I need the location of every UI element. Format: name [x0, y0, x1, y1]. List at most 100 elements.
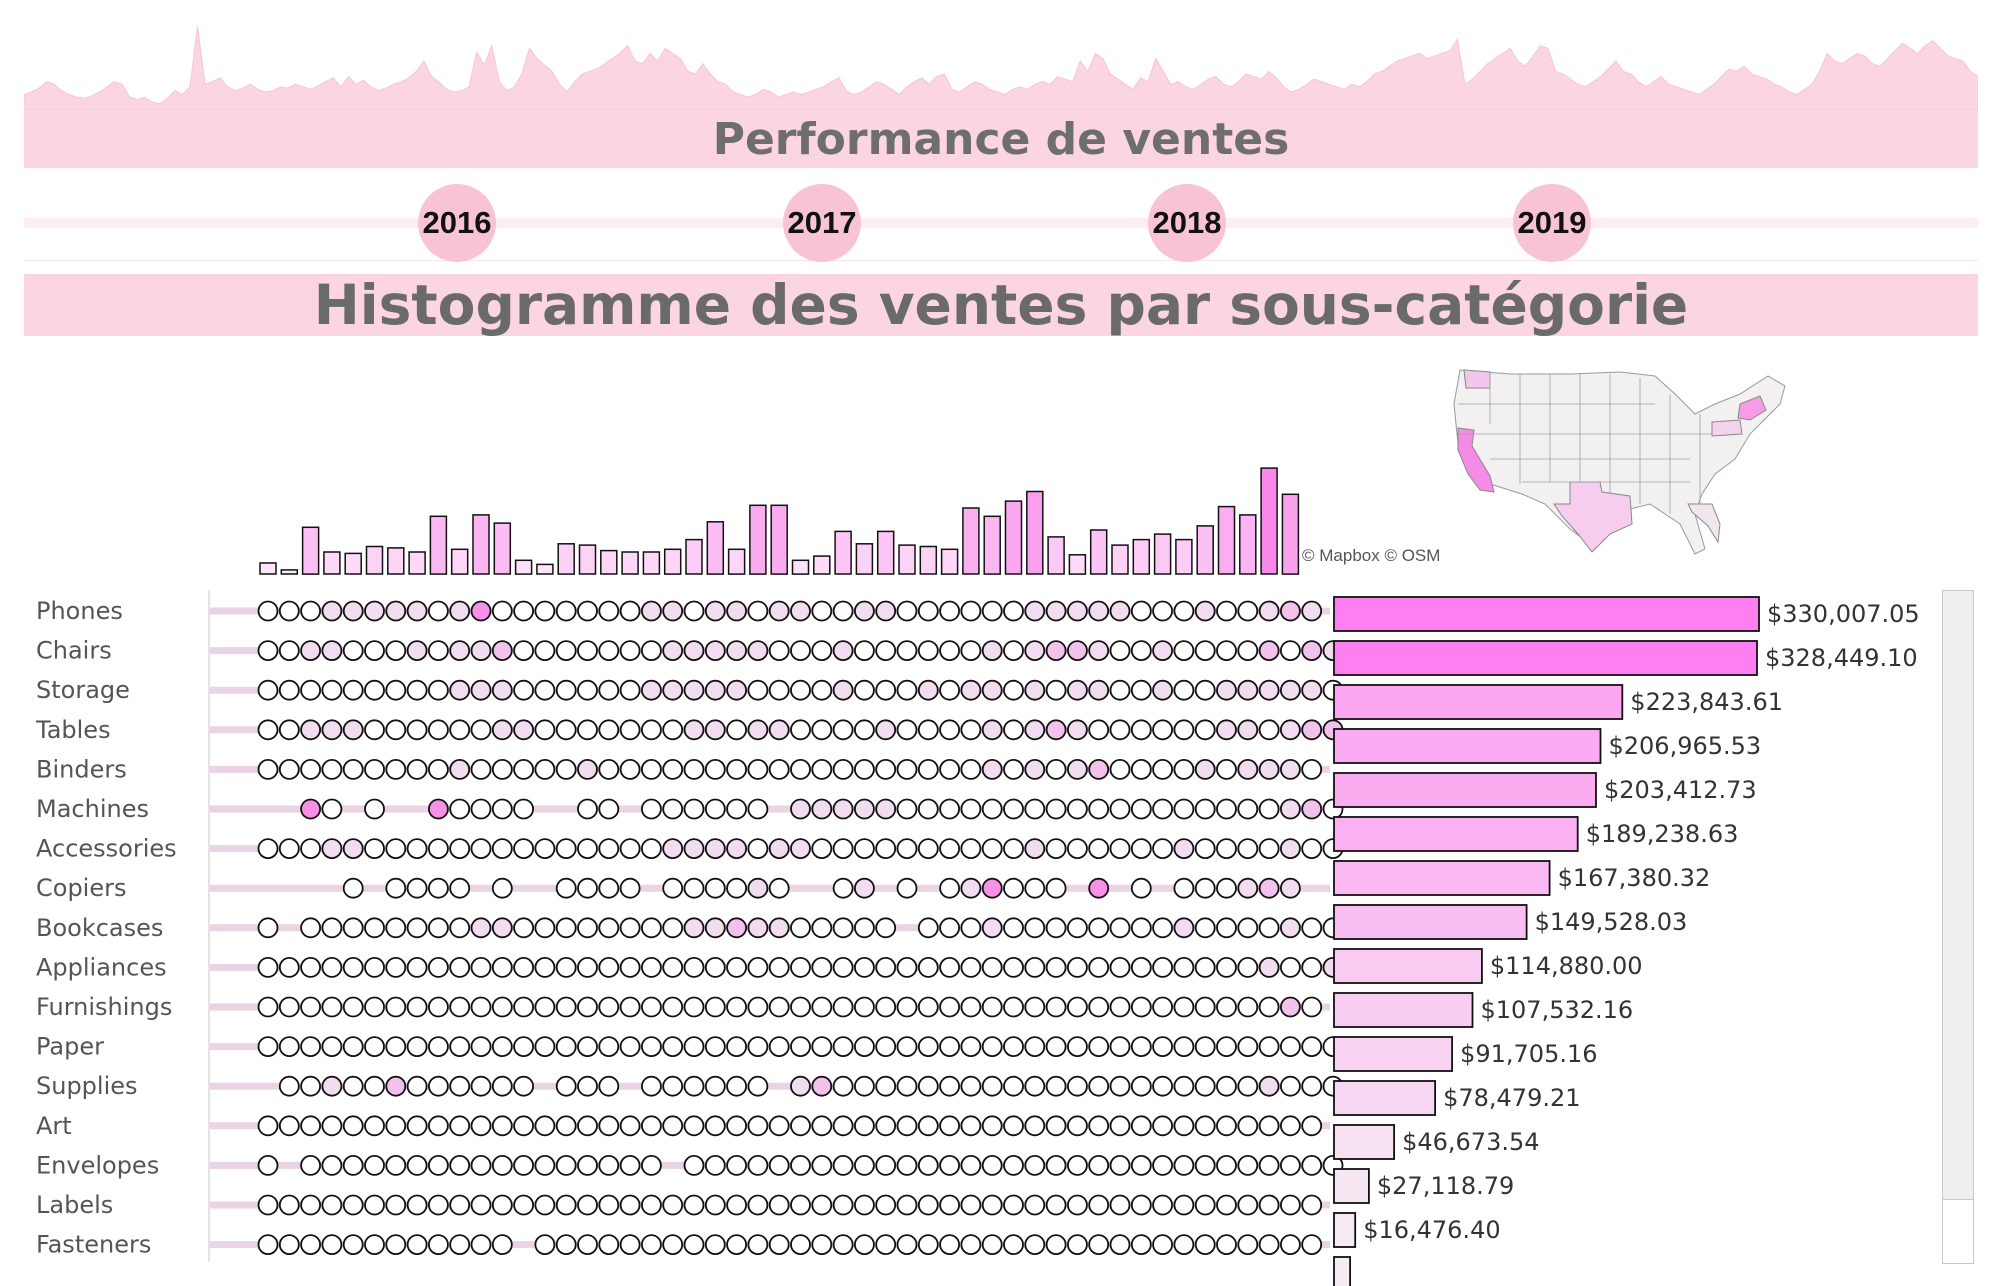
month-sales-dot[interactable]	[1045, 996, 1067, 1018]
month-sales-dot[interactable]	[939, 1036, 960, 1057]
month-sales-dot[interactable]	[364, 798, 385, 820]
month-sales-dot[interactable]	[491, 679, 513, 701]
monthly-sales-bar[interactable]	[983, 515, 1001, 575]
month-sales-dot[interactable]	[555, 1115, 577, 1137]
monthly-sales-bar[interactable]	[940, 548, 959, 575]
month-sales-dot[interactable]	[1194, 1194, 1216, 1216]
month-sales-dot[interactable]	[960, 957, 982, 978]
month-sales-dot[interactable]	[790, 996, 811, 1018]
month-sales-dot[interactable]	[1152, 996, 1173, 1018]
month-sales-dot[interactable]	[321, 838, 343, 859]
month-sales-dot[interactable]	[854, 877, 875, 899]
month-sales-dot[interactable]	[364, 600, 385, 622]
month-sales-dot[interactable]	[1216, 1115, 1237, 1137]
month-sales-dot[interactable]	[278, 1115, 300, 1137]
month-sales-dot[interactable]	[747, 877, 769, 899]
month-sales-dot[interactable]	[960, 996, 982, 1018]
subcategory-sales-bar[interactable]	[1333, 904, 1528, 940]
month-sales-dot[interactable]	[321, 1155, 343, 1176]
month-sales-dot[interactable]	[491, 838, 513, 859]
month-sales-dot[interactable]	[491, 759, 513, 780]
month-sales-dot[interactable]	[1280, 798, 1301, 820]
month-sales-dot[interactable]	[257, 600, 279, 622]
month-sales-dot[interactable]	[470, 1194, 492, 1216]
month-sales-dot[interactable]	[854, 957, 875, 978]
month-sales-dot[interactable]	[1088, 679, 1110, 701]
us-states-map[interactable]	[1450, 364, 1820, 564]
month-sales-dot[interactable]	[1216, 1194, 1237, 1216]
month-sales-dot[interactable]	[577, 679, 598, 701]
monthly-sales-bar[interactable]	[855, 543, 874, 575]
month-sales-dot[interactable]	[1258, 877, 1280, 899]
month-sales-dot[interactable]	[981, 917, 1003, 939]
month-sales-dot[interactable]	[1003, 1075, 1024, 1097]
month-sales-dot[interactable]	[470, 600, 492, 622]
month-sales-dot[interactable]	[1280, 1194, 1301, 1216]
monthly-sales-bar[interactable]	[1196, 525, 1214, 575]
month-sales-dot[interactable]	[683, 1036, 705, 1057]
month-sales-dot[interactable]	[1003, 1155, 1024, 1176]
monthly-sales-bar[interactable]	[1153, 533, 1172, 575]
month-sales-dot[interactable]	[726, 1036, 747, 1057]
month-sales-dot[interactable]	[641, 957, 662, 978]
month-sales-dot[interactable]	[427, 679, 449, 701]
month-sales-dot[interactable]	[364, 838, 385, 859]
subcategory-sales-bar[interactable]	[1333, 1080, 1436, 1116]
monthly-sales-bar[interactable]	[1281, 493, 1300, 575]
month-sales-dot[interactable]	[1152, 957, 1173, 978]
month-sales-dot[interactable]	[1194, 1075, 1216, 1097]
month-sales-dot[interactable]	[342, 759, 364, 780]
month-sales-dot[interactable]	[981, 759, 1003, 780]
month-sales-dot[interactable]	[321, 679, 343, 701]
month-sales-dot[interactable]	[406, 917, 428, 939]
month-sales-dot[interactable]	[747, 1194, 769, 1216]
month-sales-dot[interactable]	[1130, 917, 1152, 939]
month-sales-dot[interactable]	[1301, 679, 1323, 701]
month-sales-dot[interactable]	[1024, 640, 1046, 661]
month-sales-dot[interactable]	[321, 759, 343, 780]
month-sales-dot[interactable]	[875, 838, 897, 859]
month-sales-dot[interactable]	[896, 1075, 918, 1097]
month-sales-dot[interactable]	[1194, 1036, 1216, 1057]
month-sales-dot[interactable]	[939, 640, 960, 661]
month-sales-dot[interactable]	[449, 838, 471, 859]
month-sales-dot[interactable]	[726, 1155, 747, 1176]
month-sales-dot[interactable]	[577, 957, 598, 978]
month-sales-dot[interactable]	[768, 877, 790, 899]
month-sales-dot[interactable]	[683, 719, 705, 741]
month-sales-dot[interactable]	[1237, 917, 1259, 939]
month-sales-dot[interactable]	[641, 838, 662, 859]
monthly-sales-bar[interactable]	[749, 504, 767, 575]
month-sales-dot[interactable]	[491, 1075, 513, 1097]
year-2019-button[interactable]: 2019	[1513, 184, 1591, 262]
month-sales-dot[interactable]	[704, 1115, 726, 1137]
month-sales-dot[interactable]	[704, 640, 726, 661]
month-sales-dot[interactable]	[875, 1194, 897, 1216]
month-sales-dot[interactable]	[641, 640, 662, 661]
month-sales-dot[interactable]	[790, 1075, 811, 1097]
month-sales-dot[interactable]	[917, 798, 939, 820]
month-sales-dot[interactable]	[875, 759, 897, 780]
month-sales-dot[interactable]	[811, 838, 833, 859]
month-sales-dot[interactable]	[342, 1194, 364, 1216]
month-sales-dot[interactable]	[875, 1155, 897, 1176]
month-sales-dot[interactable]	[300, 838, 322, 859]
month-sales-dot[interactable]	[1109, 1234, 1131, 1255]
month-sales-dot[interactable]	[385, 877, 407, 899]
month-sales-dot[interactable]	[385, 1155, 407, 1176]
month-sales-dot[interactable]	[896, 719, 918, 741]
subcategory-sales-bar[interactable]	[1333, 596, 1760, 632]
month-sales-dot[interactable]	[555, 679, 577, 701]
month-sales-dot[interactable]	[917, 1075, 939, 1097]
month-sales-dot[interactable]	[1173, 1115, 1195, 1137]
month-sales-dot[interactable]	[449, 996, 471, 1018]
month-sales-dot[interactable]	[619, 1194, 641, 1216]
month-sales-dot[interactable]	[939, 719, 960, 741]
month-sales-dot[interactable]	[513, 798, 534, 820]
month-sales-dot[interactable]	[1067, 798, 1088, 820]
monthly-sales-bar[interactable]	[1111, 544, 1129, 575]
month-sales-dot[interactable]	[917, 679, 939, 701]
monthly-sales-bar[interactable]	[429, 515, 448, 575]
month-sales-dot[interactable]	[811, 1075, 833, 1097]
month-sales-dot[interactable]	[1152, 1036, 1173, 1057]
